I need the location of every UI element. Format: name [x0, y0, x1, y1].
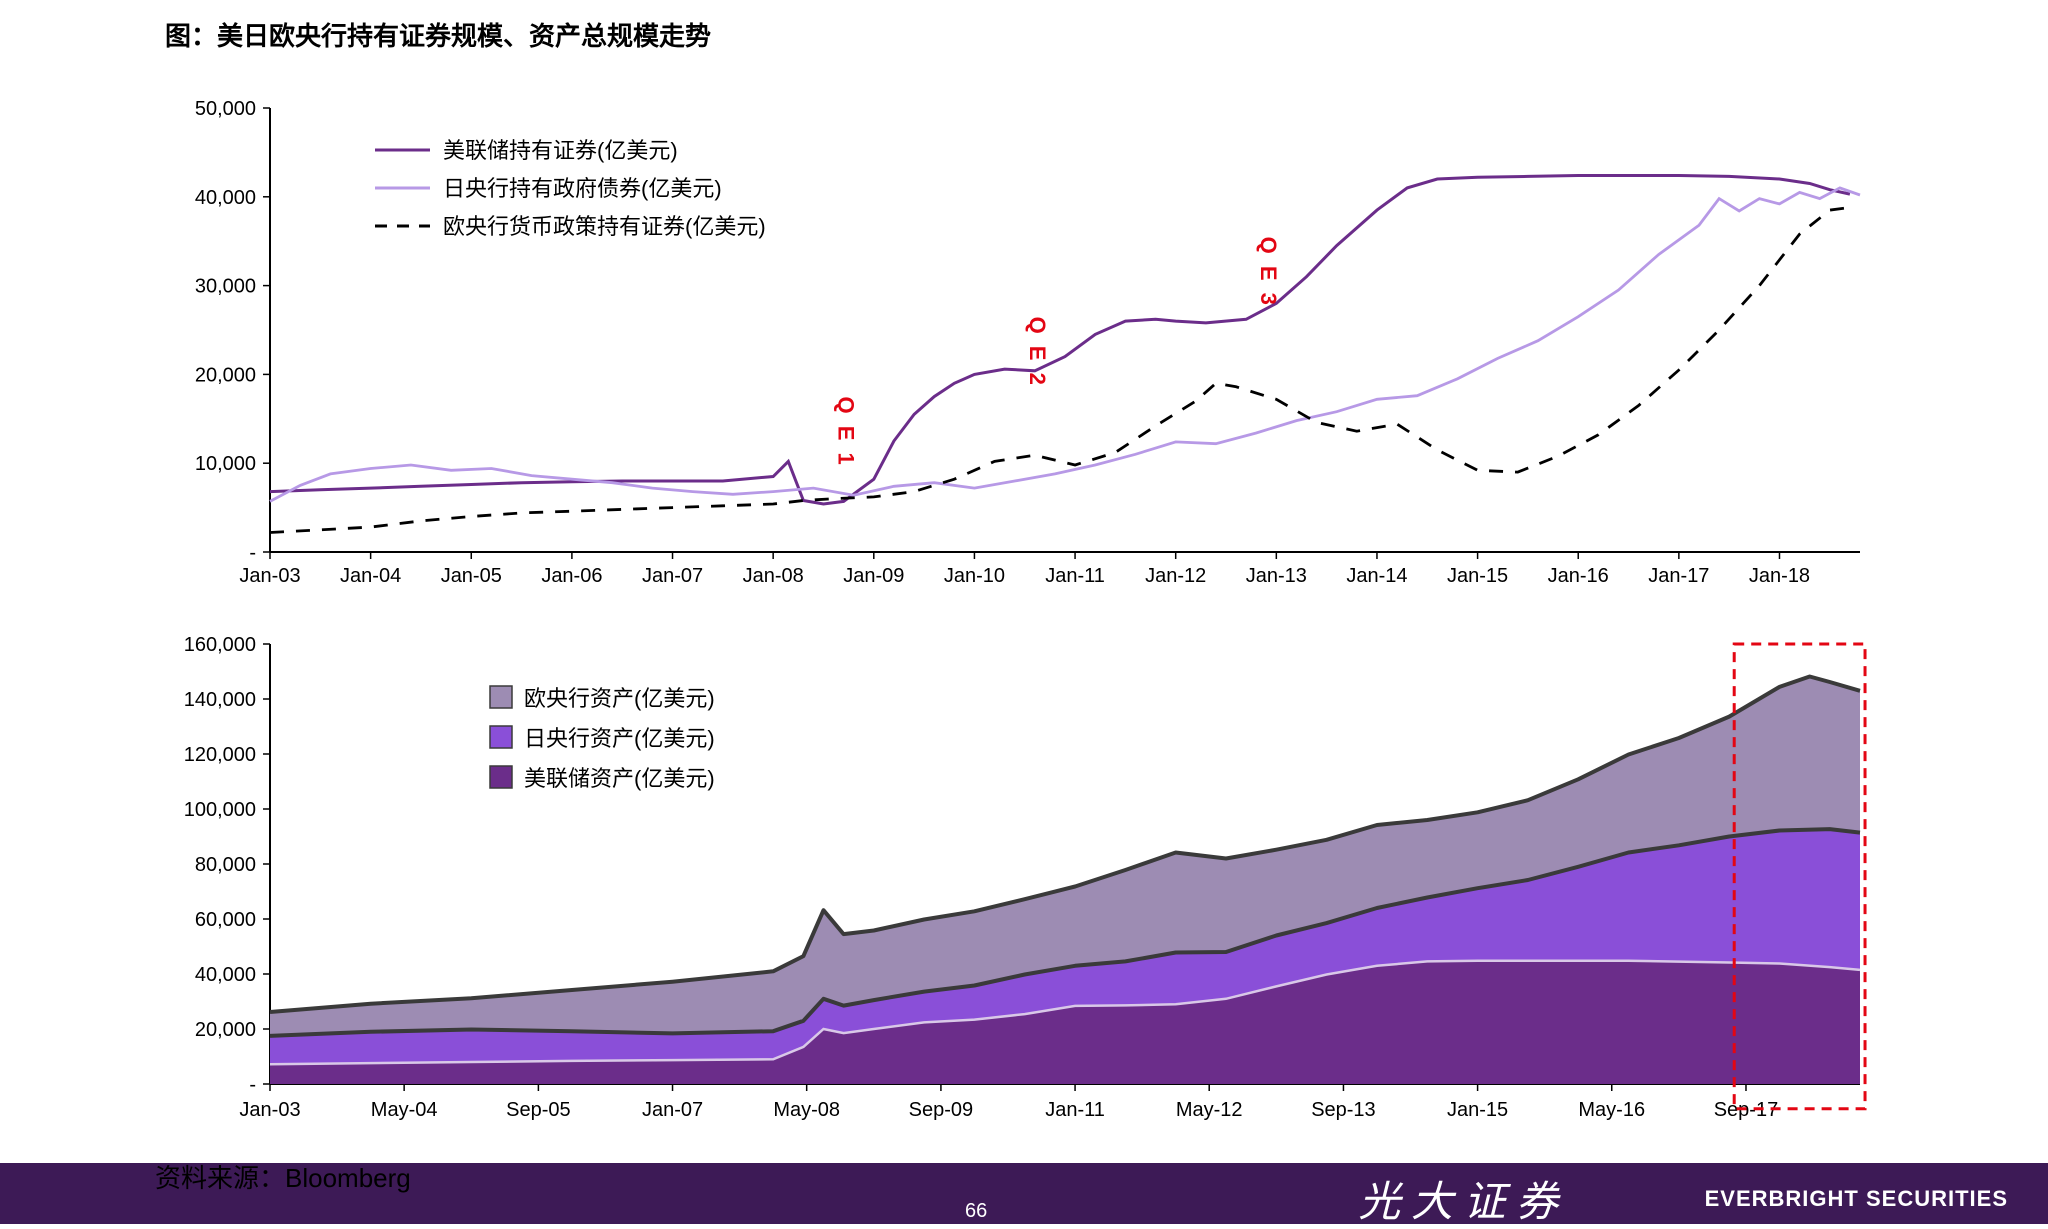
svg-text:160,000: 160,000 [184, 634, 256, 656]
svg-text:Sep-05: Sep-05 [506, 1099, 571, 1121]
svg-text:-: - [249, 1074, 256, 1096]
svg-text:May-04: May-04 [371, 1099, 438, 1121]
svg-text:40,000: 40,000 [195, 964, 256, 986]
svg-text:80,000: 80,000 [195, 854, 256, 876]
source-label: 资料来源：Bloomberg [155, 1158, 411, 1195]
svg-text:Jan-11: Jan-11 [1045, 1099, 1105, 1121]
svg-text:Sep-09: Sep-09 [909, 1099, 974, 1121]
svg-text:100,000: 100,000 [184, 799, 256, 821]
svg-text:日央行资产(亿美元): 日央行资产(亿美元) [524, 726, 715, 751]
svg-text:140,000: 140,000 [184, 689, 256, 711]
svg-text:60,000: 60,000 [195, 909, 256, 931]
page-number: 66 [965, 1200, 987, 1223]
footer-brand-cn: 光 大 证 券 [1358, 1168, 1558, 1229]
svg-text:Jan-03: Jan-03 [239, 1099, 300, 1121]
svg-text:May-16: May-16 [1578, 1099, 1645, 1121]
svg-text:美联储资产(亿美元): 美联储资产(亿美元) [524, 766, 715, 791]
svg-text:Sep-13: Sep-13 [1311, 1099, 1376, 1121]
svg-text:Jan-15: Jan-15 [1447, 1099, 1508, 1121]
svg-text:Jan-07: Jan-07 [642, 1099, 703, 1121]
svg-text:May-12: May-12 [1176, 1099, 1243, 1121]
svg-text:欧央行资产(亿美元): 欧央行资产(亿美元) [524, 686, 715, 711]
svg-text:20,000: 20,000 [195, 1019, 256, 1041]
assets-area-chart: - 20,000 40,000 60,000 80,000 100,000 120,000 1… [0, 0, 2048, 1180]
svg-text:120,000: 120,000 [184, 744, 256, 766]
footer-brand-en: EVERBRIGHT SECURITIES [1705, 1186, 2008, 1212]
svg-text:May-08: May-08 [773, 1099, 840, 1121]
